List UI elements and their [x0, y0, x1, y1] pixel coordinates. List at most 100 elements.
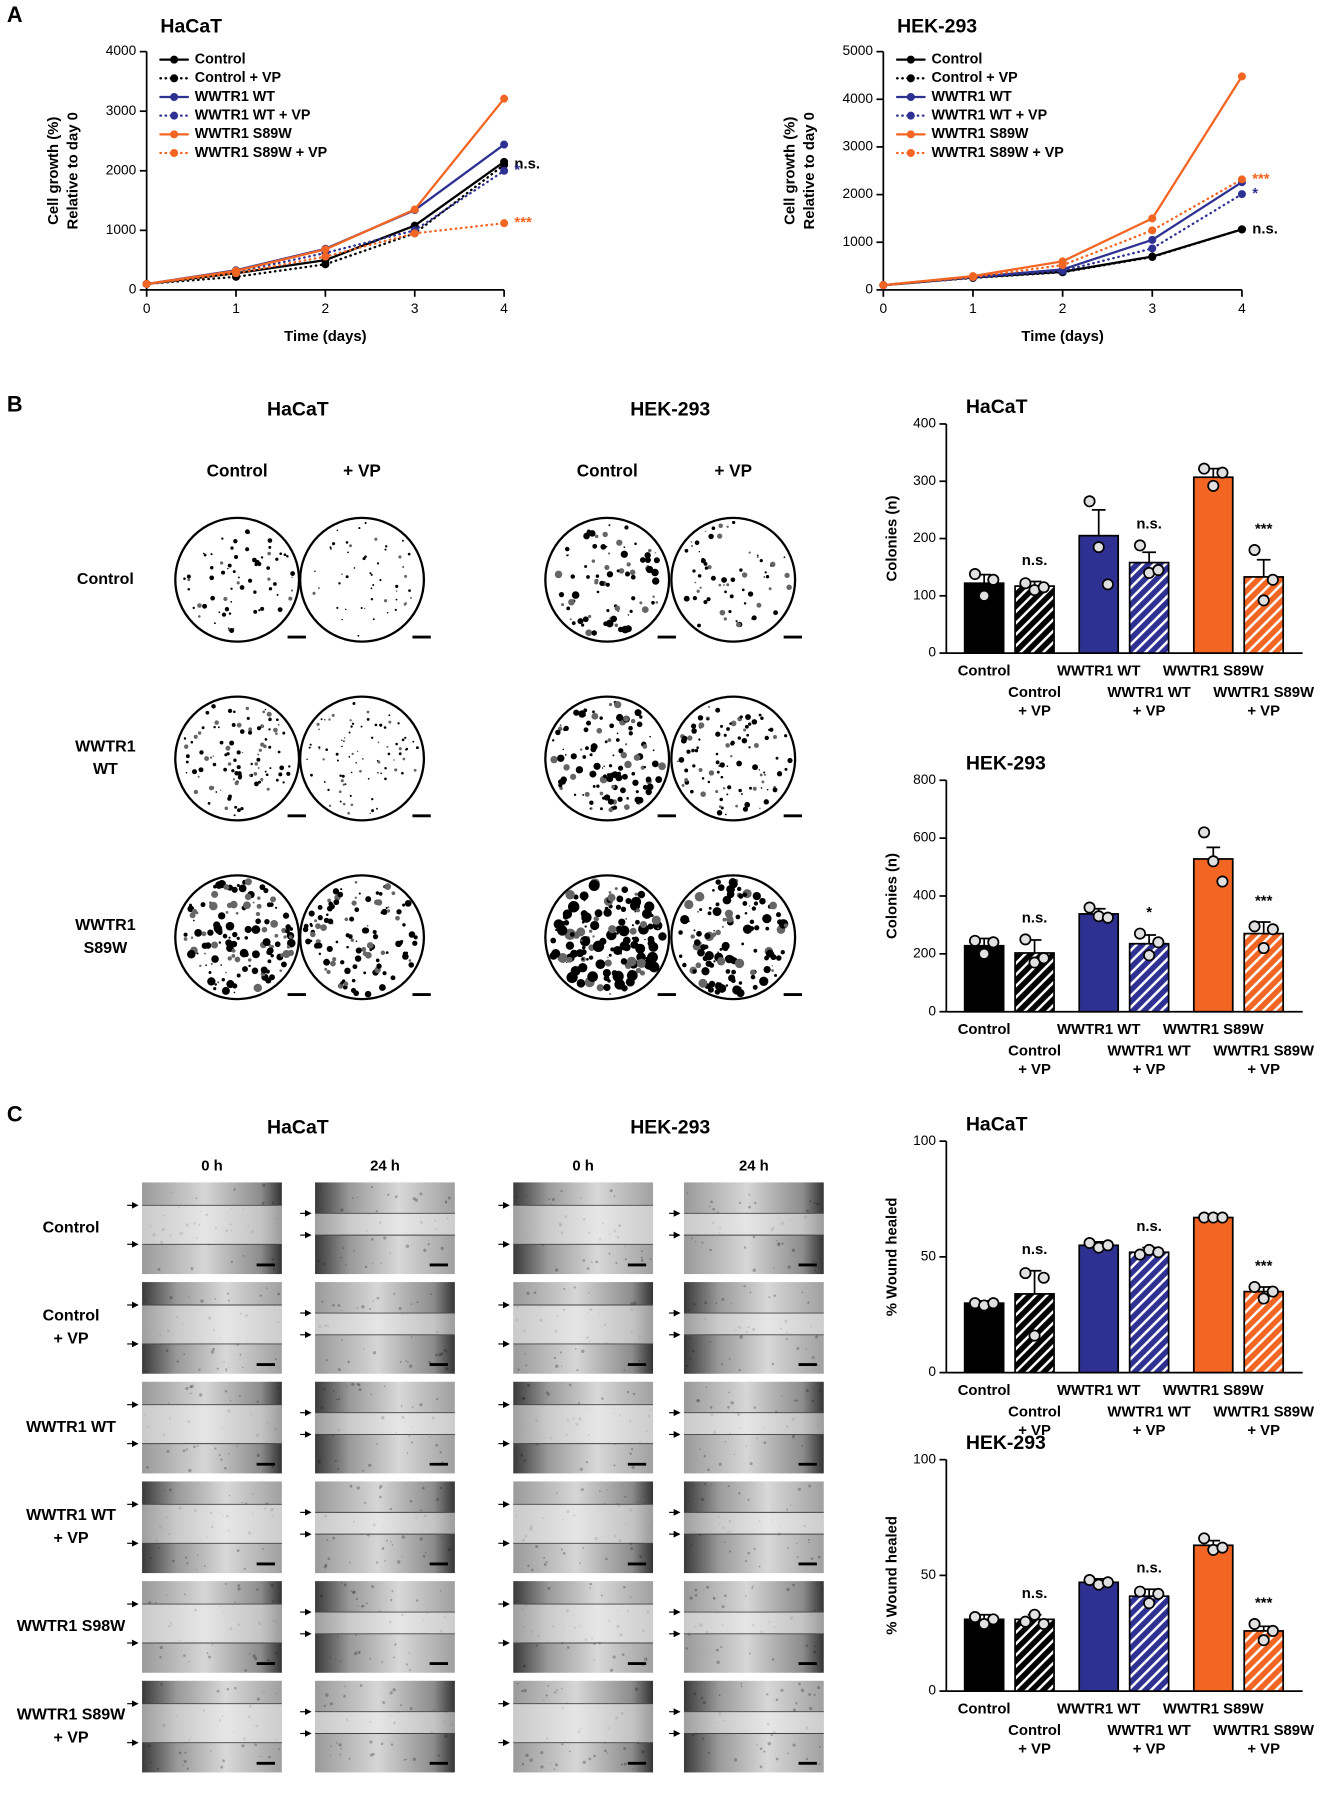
x-tick-label: + VP	[1018, 703, 1051, 719]
texture	[259, 1294, 262, 1297]
colony-speck	[726, 793, 729, 796]
texture	[589, 1587, 591, 1589]
texture	[626, 1390, 630, 1394]
legend-label: WWTR1 S89W	[931, 126, 1028, 142]
colony-speck	[187, 578, 191, 582]
colony-speck	[762, 913, 772, 924]
colony-speck	[266, 566, 271, 570]
data-point	[1143, 1597, 1156, 1610]
colony-speck	[333, 899, 340, 906]
colony-speck	[372, 929, 377, 935]
colony-speck	[716, 810, 723, 816]
colony-speck	[614, 623, 619, 628]
colony-speck	[690, 541, 693, 543]
colony-speck	[259, 884, 266, 891]
colony-speck	[706, 597, 711, 602]
data-point	[1216, 466, 1229, 479]
texture	[813, 1609, 816, 1612]
texture	[272, 1268, 275, 1271]
colony-speck	[759, 807, 761, 810]
colony-speck	[372, 618, 375, 621]
texture	[338, 1398, 341, 1401]
texture	[728, 1550, 732, 1553]
texture	[440, 1352, 444, 1356]
texture	[439, 1451, 442, 1454]
y-tick-label: 300	[913, 473, 936, 488]
colony-speck	[317, 904, 323, 910]
colony-speck	[354, 896, 357, 899]
data-point	[978, 1617, 991, 1630]
texture	[356, 1196, 359, 1198]
colony-speck	[693, 939, 701, 946]
colony-speck	[313, 942, 320, 949]
colony-speck	[722, 787, 726, 790]
colony-speck	[691, 748, 695, 753]
legend-label: WWTR1 S89W + VP	[931, 145, 1064, 161]
colony-speck	[361, 757, 364, 760]
colony-speck	[615, 774, 623, 782]
colony-speck	[752, 891, 761, 901]
texture	[200, 1299, 204, 1303]
texture	[716, 1660, 720, 1665]
colony-speck	[402, 951, 408, 956]
colony-speck	[728, 955, 735, 962]
colony-speck	[234, 781, 239, 786]
texture	[225, 1370, 227, 1372]
texture	[241, 1366, 244, 1369]
colony-speck	[557, 726, 563, 732]
colony-speck	[607, 552, 611, 555]
colony-speck	[602, 796, 606, 800]
texture	[632, 1392, 636, 1396]
colony-speck	[760, 716, 764, 721]
colony-speck	[631, 596, 636, 601]
colony-speck	[699, 586, 702, 589]
texture	[390, 1540, 392, 1543]
colony-speck	[350, 938, 355, 942]
colony-speck	[288, 765, 291, 768]
colony-speck	[275, 732, 278, 735]
y-tick-label: 0	[129, 282, 137, 297]
legend-marker	[170, 74, 179, 83]
texture	[259, 1755, 262, 1758]
colony-speck	[581, 623, 585, 627]
texture	[785, 1338, 788, 1341]
colony-speck	[719, 762, 725, 768]
texture	[780, 1395, 783, 1397]
significance: ***	[1255, 1595, 1273, 1611]
texture	[372, 1263, 374, 1265]
texture	[810, 1557, 814, 1561]
texture	[809, 1200, 812, 1203]
colony-speck	[204, 756, 210, 761]
colony-speck	[591, 712, 599, 720]
y-tick-label: 0	[865, 282, 873, 297]
texture	[604, 1502, 606, 1505]
texture	[337, 1368, 341, 1372]
texture	[818, 1390, 821, 1392]
texture	[748, 1205, 751, 1209]
colony-speck	[643, 765, 647, 769]
x-tick-label: + VP	[1133, 1741, 1166, 1757]
colony-speck	[580, 949, 587, 956]
colony-speck	[241, 751, 244, 754]
texture	[743, 1246, 747, 1249]
colony-speck	[233, 538, 238, 544]
texture	[816, 1583, 818, 1586]
y-axis-label: Relative to day 0	[65, 112, 81, 229]
texture	[624, 1245, 626, 1247]
texture	[641, 1250, 644, 1253]
colony-speck	[730, 741, 735, 746]
texture	[600, 1594, 603, 1597]
texture	[689, 1358, 692, 1361]
texture	[599, 1490, 601, 1492]
colony-speck	[617, 796, 623, 802]
point	[232, 269, 241, 278]
data-point	[987, 1613, 1000, 1626]
texture	[795, 1399, 798, 1403]
texture	[358, 1383, 361, 1387]
colony-speck	[243, 901, 251, 910]
texture	[239, 1353, 242, 1356]
colony-speck	[655, 601, 659, 604]
texture	[817, 1555, 821, 1559]
texture	[340, 1747, 342, 1750]
colony-speck	[277, 723, 280, 726]
